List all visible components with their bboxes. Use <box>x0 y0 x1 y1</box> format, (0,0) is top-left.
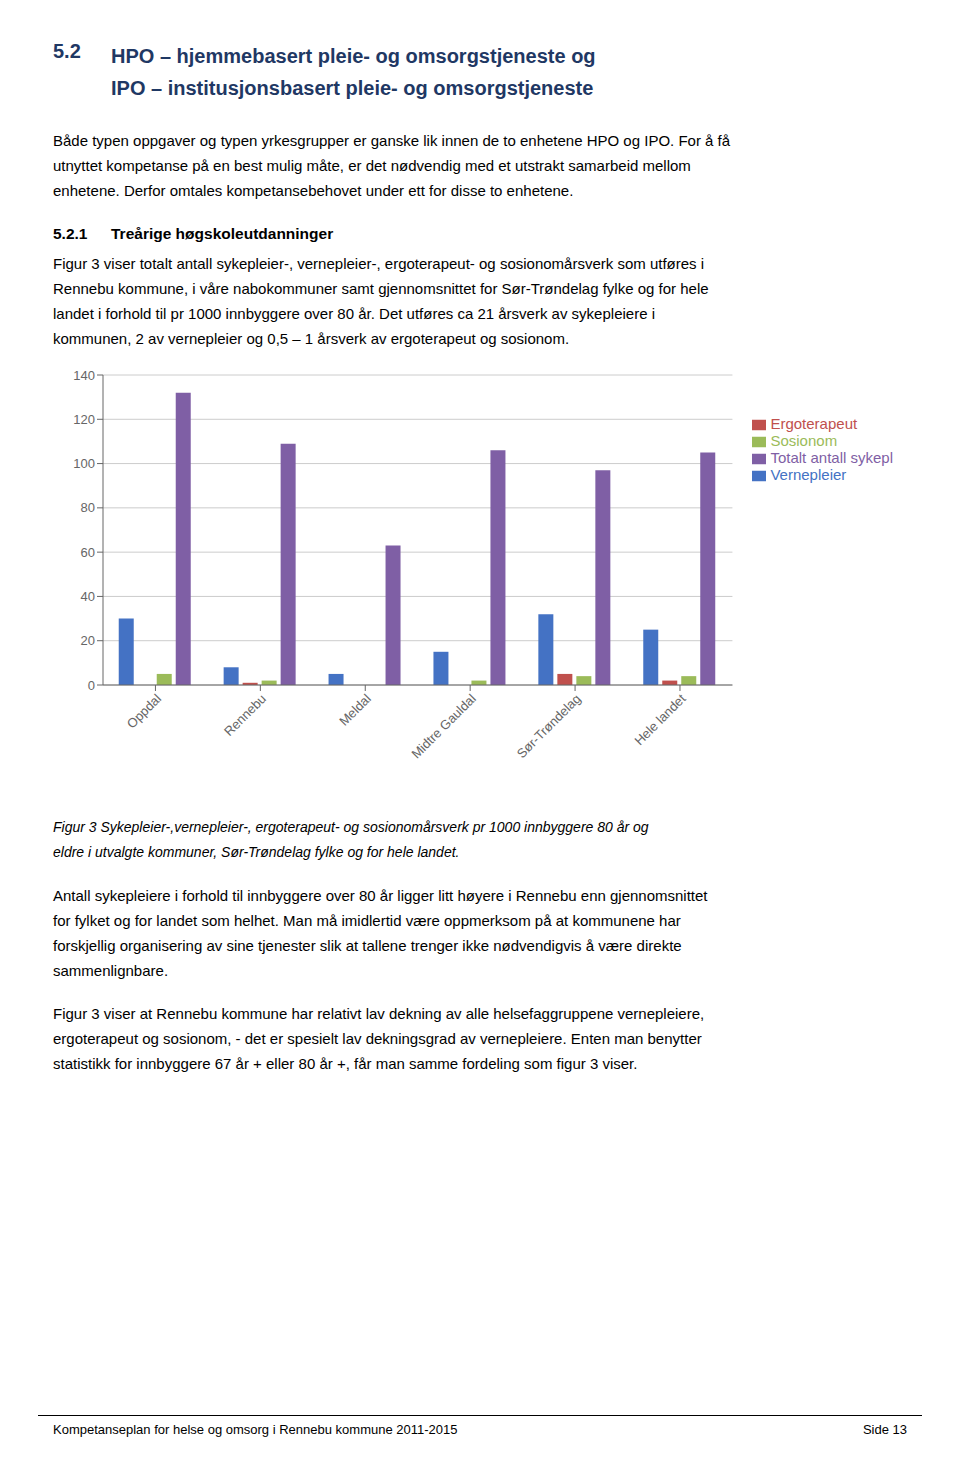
html-text:Figur 3 Sykepleier-,vernepleie: Figur 3 Sykepleier-,vernepleier-, ergote… <box>53 819 649 835</box>
html-text:5.2.1: 5.2.1 <box>53 225 88 242</box>
svg-text:140: 140 <box>73 368 95 383</box>
html-text:sammenlignbare.: sammenlignbare. <box>53 962 169 979</box>
svg-text:Oppdal: Oppdal <box>124 691 164 731</box>
html-text:Ergoterapeut: Ergoterapeut <box>770 415 858 432</box>
html-text:5.2: 5.2 <box>53 40 81 62</box>
html-text:Antall sykepleiere i forhold t: Antall sykepleiere i forhold til innbygg… <box>53 887 708 904</box>
svg-text:60: 60 <box>81 545 95 560</box>
svg-text:80: 80 <box>81 500 95 515</box>
html-text:Både typen oppgaver og typen y: Både typen oppgaver og typen yrkesgruppe… <box>53 132 731 149</box>
svg-text:20: 20 <box>81 633 95 648</box>
html-text:Sosionom: Sosionom <box>770 432 838 449</box>
html-text:kommunen, 2 av vernepleier og: kommunen, 2 av vernepleier og 0,5 – 1 år… <box>53 330 570 347</box>
html-text:Totalt antall sykepl: Totalt antall sykepl <box>770 449 893 467</box>
html-text:HPO – hjemmebasert pleie- og o: HPO – hjemmebasert pleie- og omsorgstjen… <box>111 45 596 67</box>
html-text:IPO – institusjonsbasert pleie: IPO – institusjonsbasert pleie- og omsor… <box>111 77 594 99</box>
svg-text:Meldal: Meldal <box>336 691 374 729</box>
svg-text:40: 40 <box>81 589 95 604</box>
html-text:Treårige høgskoleutdanninger: Treårige høgskoleutdanninger <box>111 225 334 242</box>
svg-text:Midtre Gauldal: Midtre Gauldal <box>408 691 478 761</box>
svg-text:100: 100 <box>73 456 95 471</box>
html-text:Rennebu kommune, i våre naboko: Rennebu kommune, i våre nabokommuner sam… <box>53 280 709 297</box>
svg-text:120: 120 <box>73 412 95 427</box>
html-text:ergoterapeut og sosionom, - de: ergoterapeut og sosionom, - det er spesi… <box>53 1030 702 1047</box>
html-text:utnyttet kompetanse på en best: utnyttet kompetanse på en best mulig måt… <box>53 157 691 174</box>
html-text:landet i forhold til pr 1000 i: landet i forhold til pr 1000 innbyggere … <box>53 305 655 322</box>
html-text:Kompetanseplan for helse og om: Kompetanseplan for helse og omsorg i Ren… <box>53 1422 458 1437</box>
html-text:statistikk for innbyggere 67 å: statistikk for innbyggere 67 år + eller … <box>53 1055 638 1072</box>
html-text:Figur 3 viser totalt antall sy: Figur 3 viser totalt antall sykepleier-,… <box>53 255 705 272</box>
html-text:Figur 3 viser at Rennebu kommu: Figur 3 viser at Rennebu kommune har rel… <box>53 1005 705 1022</box>
svg-text:0: 0 <box>88 678 95 693</box>
svg-text:Rennebu: Rennebu <box>221 691 269 739</box>
svg-text:Hele landet: Hele landet <box>631 691 688 748</box>
html-text:forskjellig organisering av si: forskjellig organisering av sine tjenest… <box>53 937 682 954</box>
svg-text:Sør-Trøndelag: Sør-Trøndelag <box>514 691 584 761</box>
html-text:for fylket og for landet som h: for fylket og for landet som helhet. Man… <box>53 912 681 929</box>
html-text:Vernepleier: Vernepleier <box>770 466 847 484</box>
html-text:Side 13: Side 13 <box>862 1422 907 1437</box>
html-text:eldre i utvalgte kommuner, Sør: eldre i utvalgte kommuner, Sør-Trøndelag… <box>53 844 460 860</box>
html-text:enhetene. Derfor omtales kompe: enhetene. Derfor omtales kompetansebehov… <box>53 182 574 199</box>
